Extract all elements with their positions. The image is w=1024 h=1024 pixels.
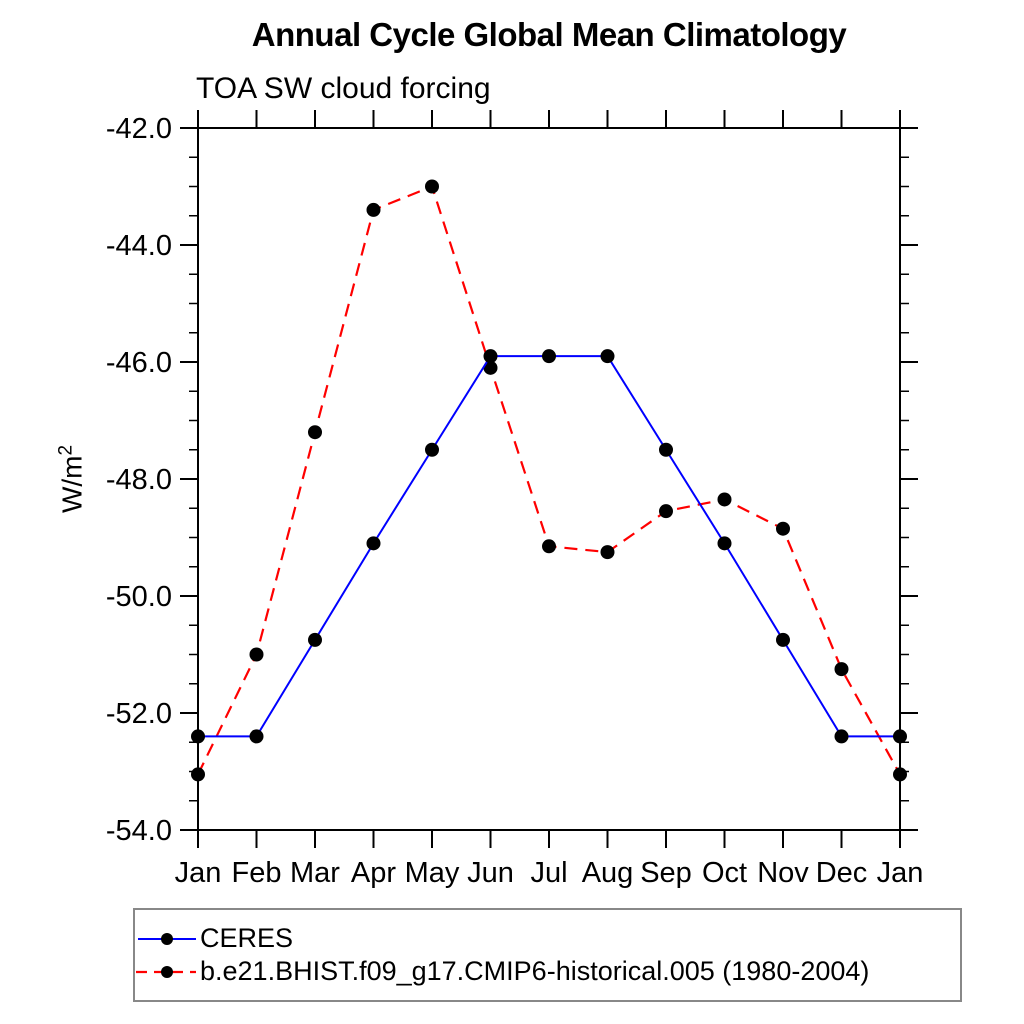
data-point-marker-1 bbox=[659, 504, 673, 519]
chart-title: Annual Cycle Global Mean Climatology bbox=[251, 16, 847, 53]
x-tick-label: May bbox=[405, 857, 460, 889]
data-point-marker-0 bbox=[600, 349, 615, 364]
x-tick-label: Apr bbox=[351, 857, 396, 889]
data-point-marker-0 bbox=[542, 349, 556, 364]
data-point-marker-1 bbox=[308, 425, 322, 440]
legend-item-model: b.e21.BHIST.f09_g17.CMIP6-historical.005… bbox=[136, 955, 960, 988]
x-tick-label: Jan bbox=[877, 857, 924, 889]
x-tick-label: Jun bbox=[467, 857, 514, 889]
data-point-marker-1 bbox=[249, 647, 264, 662]
x-tick-label: Dec bbox=[816, 857, 868, 889]
x-tick-label: Jan bbox=[175, 857, 222, 889]
data-point-marker-1 bbox=[366, 202, 381, 217]
data-point-marker-0 bbox=[366, 536, 381, 551]
data-point-marker-1 bbox=[717, 492, 732, 507]
data-point-marker-1 bbox=[542, 539, 556, 554]
chart-subtitle: TOA SW cloud forcing bbox=[196, 72, 491, 105]
data-point-marker-0 bbox=[659, 442, 673, 457]
data-point-marker-0 bbox=[191, 729, 205, 744]
y-tick-label: -50.0 bbox=[106, 581, 172, 613]
series-line-1 bbox=[197, 185, 901, 775]
legend-label-ceres: CERES bbox=[200, 923, 294, 953]
data-point-marker-1 bbox=[834, 662, 849, 677]
legend-sample-marker-dot bbox=[161, 932, 173, 945]
x-tick-label: Sep bbox=[640, 857, 692, 889]
x-tick-label: Nov bbox=[757, 857, 809, 889]
y-tick-label: -44.0 bbox=[106, 230, 172, 262]
y-tick-label: -46.0 bbox=[106, 347, 172, 379]
data-point-marker-1 bbox=[425, 179, 439, 194]
data-point-marker-1 bbox=[600, 545, 615, 560]
data-point-marker-0 bbox=[717, 536, 732, 551]
legend-label-model: b.e21.BHIST.f09_g17.CMIP6-historical.005… bbox=[200, 956, 870, 986]
data-point-marker-0 bbox=[425, 442, 439, 457]
legend: CERES b.e21.BHIST.f09_g17.CMIP6-historic… bbox=[133, 908, 962, 1002]
y-tick-label: -52.0 bbox=[106, 698, 172, 730]
data-point-marker-0 bbox=[893, 729, 907, 744]
x-tick-label: Mar bbox=[290, 857, 340, 889]
data-point-marker-1 bbox=[893, 767, 907, 782]
y-tick-label: -48.0 bbox=[106, 464, 172, 496]
data-point-marker-1 bbox=[191, 767, 205, 782]
data-point-marker-0 bbox=[776, 632, 790, 647]
x-tick-label: Oct bbox=[702, 857, 747, 889]
y-tick-label: -54.0 bbox=[106, 815, 172, 847]
legend-line-sample-model bbox=[136, 965, 196, 978]
data-point-marker-0 bbox=[249, 729, 264, 744]
x-tick-label: Jul bbox=[530, 857, 567, 889]
x-tick-label: Aug bbox=[582, 857, 634, 889]
legend-sample-marker-dot bbox=[161, 965, 173, 978]
plot-area: Jan Feb Mar Apr May Jun Jul Aug Sep Oct Nov Dec Jan-… bbox=[106, 110, 924, 889]
data-point-marker-0 bbox=[308, 632, 322, 647]
x-tick-label: Feb bbox=[232, 857, 282, 889]
y-tick-label: -42.0 bbox=[106, 113, 172, 145]
data-point-marker-1 bbox=[776, 521, 790, 536]
data-point-marker-0 bbox=[483, 349, 498, 364]
legend-line-sample-ceres bbox=[138, 932, 196, 945]
data-point-marker-0 bbox=[834, 729, 849, 744]
data-point-marker-1 bbox=[483, 360, 498, 375]
legend-item-ceres: CERES bbox=[136, 922, 960, 955]
